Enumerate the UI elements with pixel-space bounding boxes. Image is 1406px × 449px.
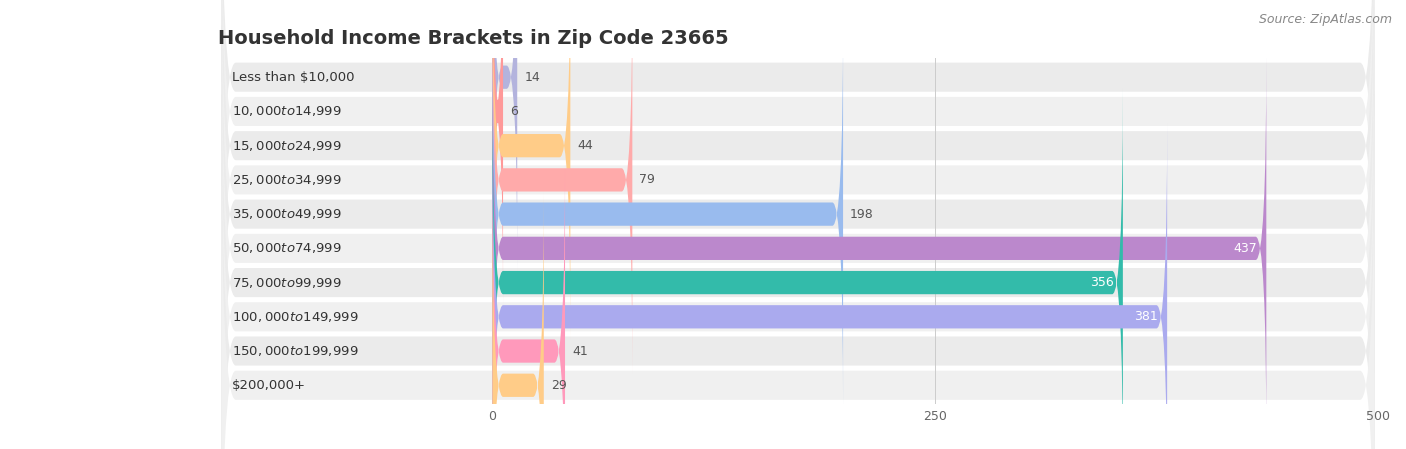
FancyBboxPatch shape — [492, 0, 503, 305]
FancyBboxPatch shape — [492, 0, 633, 374]
FancyBboxPatch shape — [492, 123, 1167, 449]
Text: $15,000 to $24,999: $15,000 to $24,999 — [232, 139, 342, 153]
Text: 29: 29 — [551, 379, 567, 392]
Text: 356: 356 — [1090, 276, 1114, 289]
FancyBboxPatch shape — [492, 55, 1267, 442]
Text: Less than $10,000: Less than $10,000 — [232, 70, 354, 84]
Text: $75,000 to $99,999: $75,000 to $99,999 — [232, 276, 342, 290]
FancyBboxPatch shape — [222, 0, 1374, 371]
Text: 79: 79 — [640, 173, 655, 186]
FancyBboxPatch shape — [222, 23, 1374, 449]
Text: 14: 14 — [524, 70, 540, 84]
FancyBboxPatch shape — [222, 126, 1374, 449]
FancyBboxPatch shape — [222, 0, 1374, 449]
Text: $150,000 to $199,999: $150,000 to $199,999 — [232, 344, 359, 358]
FancyBboxPatch shape — [222, 92, 1374, 449]
Text: 44: 44 — [578, 139, 593, 152]
Text: $10,000 to $14,999: $10,000 to $14,999 — [232, 105, 342, 119]
FancyBboxPatch shape — [492, 157, 565, 449]
FancyBboxPatch shape — [222, 0, 1374, 336]
FancyBboxPatch shape — [492, 89, 1123, 449]
Text: $100,000 to $149,999: $100,000 to $149,999 — [232, 310, 359, 324]
Text: Household Income Brackets in Zip Code 23665: Household Income Brackets in Zip Code 23… — [218, 30, 728, 48]
Text: $50,000 to $74,999: $50,000 to $74,999 — [232, 242, 342, 255]
Text: Source: ZipAtlas.com: Source: ZipAtlas.com — [1258, 13, 1392, 26]
Text: 6: 6 — [510, 105, 517, 118]
Text: $35,000 to $49,999: $35,000 to $49,999 — [232, 207, 342, 221]
FancyBboxPatch shape — [222, 0, 1374, 405]
Text: $200,000+: $200,000+ — [232, 379, 307, 392]
Text: 437: 437 — [1233, 242, 1257, 255]
FancyBboxPatch shape — [492, 0, 517, 271]
Text: 381: 381 — [1135, 310, 1159, 323]
Text: 41: 41 — [572, 344, 588, 357]
FancyBboxPatch shape — [222, 0, 1374, 439]
FancyBboxPatch shape — [222, 57, 1374, 449]
FancyBboxPatch shape — [492, 0, 571, 339]
FancyBboxPatch shape — [222, 0, 1374, 449]
Text: $25,000 to $34,999: $25,000 to $34,999 — [232, 173, 342, 187]
FancyBboxPatch shape — [492, 20, 844, 408]
Text: 198: 198 — [851, 207, 875, 220]
FancyBboxPatch shape — [492, 192, 544, 449]
